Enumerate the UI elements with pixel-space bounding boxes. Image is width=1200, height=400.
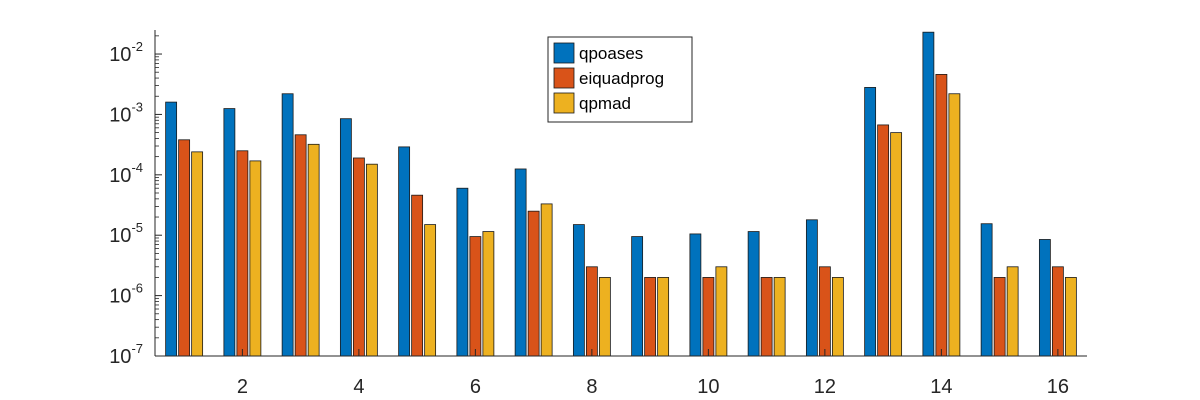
bar-qpmad-12	[831, 277, 844, 357]
bar-eiquadprog-12	[818, 266, 831, 357]
bar-qpmad-3	[307, 143, 320, 357]
y-tick-label: 10-6	[109, 281, 143, 308]
bar-eiquadprog-10	[702, 277, 715, 357]
bar-qpmad-14	[948, 93, 961, 357]
x-tick-label: 8	[586, 376, 597, 398]
bar-qpmad-6	[482, 231, 495, 357]
bar-qpmad-9	[657, 277, 670, 357]
x-tick-label: 10	[697, 376, 719, 398]
bar-qpoases-11	[747, 231, 760, 357]
bar-qpoases-14	[922, 31, 935, 357]
x-tick-label: 16	[1047, 376, 1069, 398]
legend-swatch-qpmad	[553, 92, 575, 114]
legend-swatch-qpoases	[553, 42, 575, 64]
bar-qpmad-13	[890, 132, 903, 357]
bar-eiquadprog-13	[877, 124, 890, 357]
bar-eiquadprog-16	[1051, 266, 1064, 357]
bar-qpmad-2	[249, 160, 262, 357]
y-tick-label: 10-2	[109, 39, 143, 66]
y-tick-label: 10-7	[109, 341, 143, 368]
bars-layer	[165, 31, 1077, 357]
bar-qpmad-8	[598, 277, 611, 357]
bar-eiquadprog-1	[178, 139, 191, 357]
bar-qpoases-5	[398, 146, 411, 357]
y-tick-label: 10-3	[109, 99, 143, 126]
x-tick-label: 6	[470, 376, 481, 398]
bar-qpmad-15	[1006, 266, 1019, 357]
bar-eiquadprog-6	[469, 236, 482, 357]
bar-qpmad-1	[191, 151, 204, 357]
legend-label-qpmad: qpmad	[579, 94, 631, 113]
bar-qpmad-4	[365, 163, 378, 357]
bar-eiquadprog-7	[527, 210, 540, 357]
bar-qpoases-16	[1038, 239, 1051, 357]
bar-qpmad-5	[424, 224, 437, 357]
bar-eiquadprog-8	[585, 266, 598, 357]
bar-qpoases-6	[456, 187, 469, 357]
y-tick-label: 10-5	[109, 220, 143, 247]
bar-qpmad-7	[540, 203, 553, 357]
bar-eiquadprog-2	[236, 150, 249, 357]
bar-qpoases-1	[165, 101, 178, 357]
bar-qpoases-12	[805, 219, 818, 357]
legend-label-eiquadprog: eiquadprog	[579, 69, 664, 88]
bar-eiquadprog-14	[935, 74, 948, 357]
legend-label-qpoases: qpoases	[579, 44, 643, 63]
bar-qpoases-3	[281, 93, 294, 357]
bar-qpoases-4	[339, 118, 352, 357]
bar-qpmad-10	[715, 266, 728, 357]
bar-qpoases-10	[689, 233, 702, 357]
bar-eiquadprog-3	[294, 134, 307, 357]
x-tick-label: 2	[237, 376, 248, 398]
bar-eiquadprog-11	[760, 277, 773, 357]
x-tick-label: 12	[814, 376, 836, 398]
bar-qpoases-2	[223, 108, 236, 357]
bar-eiquadprog-4	[352, 157, 365, 357]
bar-qpoases-8	[572, 224, 585, 357]
bar-eiquadprog-15	[993, 277, 1006, 357]
legend: qpoases eiquadprog qpmad	[547, 36, 693, 123]
bar-qpoases-15	[980, 223, 993, 357]
legend-swatch-eiquadprog	[553, 67, 575, 89]
bar-qpmad-16	[1064, 277, 1077, 357]
bar-eiquadprog-5	[411, 194, 424, 357]
axes-layer: 10-7 10-6 10-5 10-4 10-3 10-2 2 4 6 8 10 12 14 16	[109, 30, 1087, 398]
bar-qpoases-7	[514, 168, 527, 357]
x-tick-label: 4	[353, 376, 364, 398]
bar-qpoases-13	[864, 87, 877, 357]
x-tick-label: 14	[930, 376, 952, 398]
bar-eiquadprog-9	[644, 277, 657, 357]
y-tick-label: 10-4	[109, 160, 143, 187]
bar-qpmad-11	[773, 277, 786, 357]
bar-qpoases-9	[631, 236, 644, 357]
